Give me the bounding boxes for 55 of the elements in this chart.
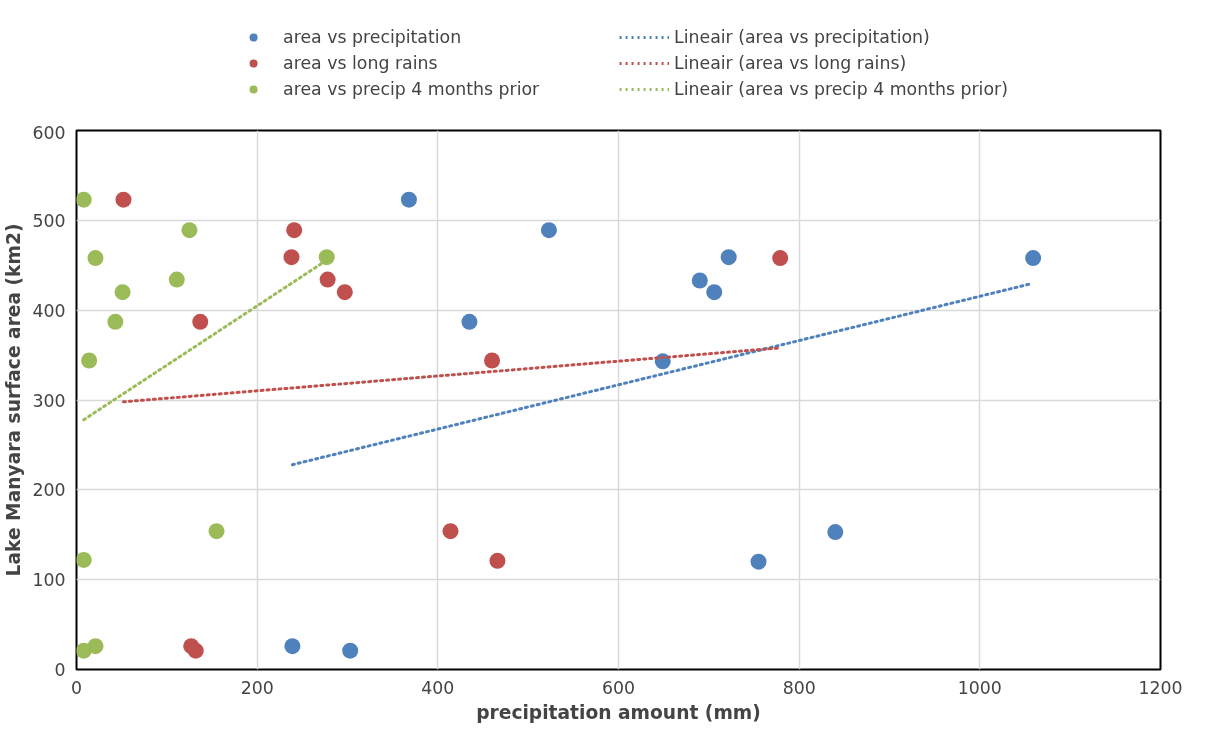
point — [772, 250, 789, 267]
point — [442, 523, 459, 540]
point — [208, 523, 225, 540]
x-tick-label: 0 — [70, 677, 83, 698]
point — [540, 222, 557, 239]
y-axis-title: Lake Manyara surface area (km2) — [3, 223, 25, 577]
point — [181, 222, 198, 239]
point — [286, 222, 303, 239]
x-axis-title: precipitation amount (mm) — [476, 701, 761, 723]
point — [1025, 250, 1042, 267]
point — [284, 638, 301, 655]
y-tick-label: 400 — [32, 300, 66, 321]
x-tick-label: 1000 — [957, 677, 1002, 698]
point — [187, 642, 204, 659]
legend-label: Lineair (area vs long rains) — [674, 52, 908, 73]
point — [168, 271, 185, 288]
point — [342, 642, 359, 659]
y-tick-label: 600 — [32, 122, 66, 143]
point — [283, 249, 300, 266]
point — [319, 271, 336, 288]
legend-label: area vs precipitation — [283, 26, 463, 47]
legend-label: area vs long rains — [283, 52, 439, 73]
point — [76, 551, 92, 568]
y-tick-label: 200 — [32, 480, 66, 501]
point — [87, 638, 104, 655]
y-tick-label: 500 — [32, 210, 66, 231]
point — [192, 313, 209, 330]
point — [489, 552, 506, 569]
x-tick-label: 400 — [421, 677, 455, 698]
y-tick-label: 300 — [32, 390, 66, 411]
x-tick-label: 1200 — [1138, 677, 1183, 698]
y-tick-label: 100 — [32, 570, 66, 591]
point — [336, 284, 353, 301]
x-tick-label: 800 — [782, 677, 816, 698]
point — [81, 352, 98, 369]
point — [318, 249, 335, 266]
x-tick-label: 600 — [601, 677, 636, 698]
point — [114, 284, 131, 301]
point — [691, 272, 708, 289]
point — [115, 191, 132, 208]
point — [107, 313, 124, 330]
legend-label: area vs precip 4 months prior — [283, 78, 541, 99]
y-tick-label: 0 — [54, 660, 66, 680]
legend-label: Lineair (area vs precip 4 months prior) — [674, 78, 1008, 99]
point — [484, 352, 501, 369]
point — [76, 191, 92, 208]
x-tick-label: 200 — [240, 677, 274, 698]
point — [400, 191, 417, 208]
point — [706, 284, 723, 301]
point — [720, 249, 737, 266]
point — [461, 313, 478, 330]
point — [87, 250, 104, 267]
point — [750, 553, 767, 570]
legend-label: Lineair (area vs precipitation) — [674, 26, 931, 47]
point — [827, 524, 844, 541]
